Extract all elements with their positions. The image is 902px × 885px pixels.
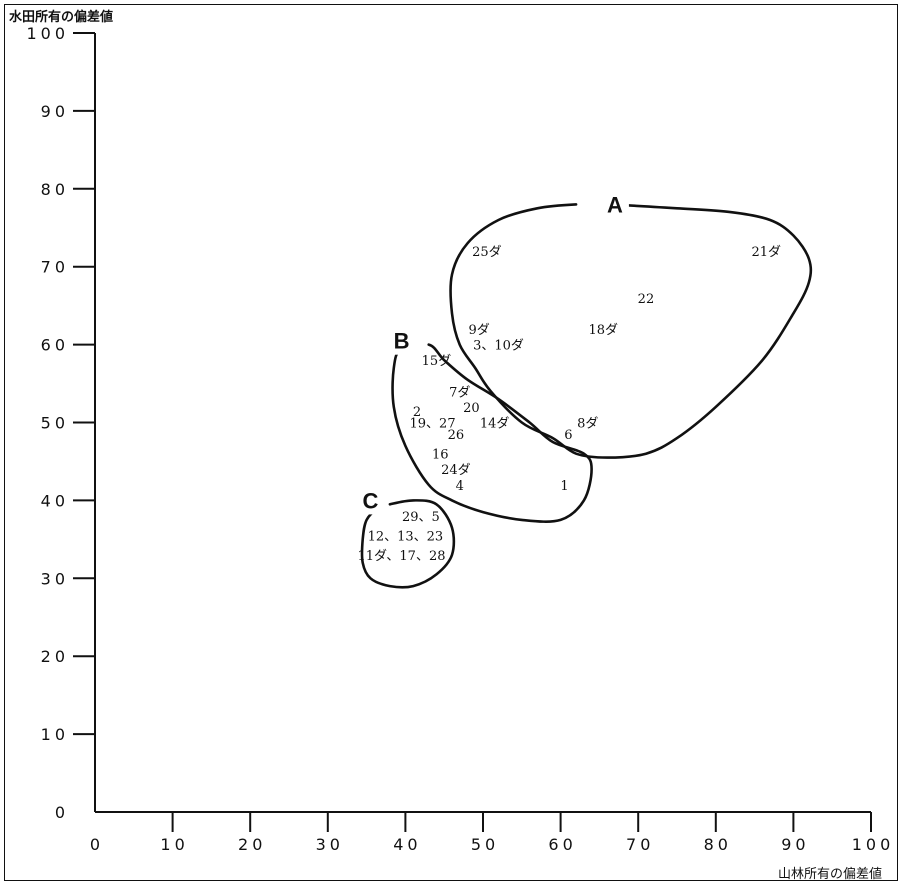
- x-tick-label: 100: [852, 835, 895, 854]
- x-tick-label: 40: [393, 835, 421, 854]
- group-label-gap: [356, 484, 385, 515]
- x-tick-label: 0: [90, 835, 104, 854]
- point-label: 7ダ: [449, 385, 470, 400]
- point-label: 21ダ: [751, 245, 781, 260]
- y-tick-label: 0: [55, 803, 69, 822]
- point-label: 20: [463, 401, 480, 416]
- y-tick-label: 70: [41, 258, 69, 277]
- point-label: 6: [564, 428, 572, 443]
- point-label: 18ダ: [589, 323, 619, 338]
- group-label-a: A: [607, 192, 623, 217]
- x-tick-label: 30: [316, 835, 344, 854]
- y-axis-title: 水田所有の偏差値: [9, 9, 113, 25]
- figure-frame: [4, 4, 898, 881]
- x-tick-label: 90: [781, 835, 809, 854]
- point-label: 14ダ: [480, 417, 510, 432]
- group-outline-c: [360, 499, 456, 589]
- group-outline-a: [449, 203, 813, 459]
- point-label: 12、13、23: [368, 529, 444, 544]
- group-outline-b: [391, 343, 593, 523]
- point-label: 16: [432, 448, 449, 463]
- x-tick-label: 70: [626, 835, 654, 854]
- axes: 0 10 20 30 40 50 60 70 80 90 100 0 10 20 30 40 50 60 70 80 9…: [26, 24, 895, 854]
- x-tick-label: 80: [704, 835, 732, 854]
- x-tick-label: 10: [160, 835, 188, 854]
- group-label-b: B: [394, 329, 410, 354]
- y-tick-label: 80: [41, 180, 69, 199]
- point-label: 4: [456, 479, 464, 494]
- point-label: 3、10ダ: [473, 339, 524, 354]
- point-label: 26: [448, 428, 465, 443]
- point-label: 2: [413, 405, 421, 420]
- group-label-gap: [600, 188, 629, 219]
- group-outlines: [360, 203, 813, 589]
- y-tick-label: 20: [41, 647, 69, 666]
- y-tick-label: 40: [41, 491, 69, 510]
- point-label: 9ダ: [468, 323, 489, 338]
- point-label: 19、27: [410, 417, 456, 432]
- y-tick-label: 10: [41, 725, 69, 744]
- point-label: 8ダ: [577, 417, 598, 432]
- y-tick-label: 60: [41, 336, 69, 355]
- point-label: 1: [560, 479, 568, 494]
- point-label: 29、5: [402, 510, 440, 525]
- point-label: 25ダ: [472, 245, 502, 260]
- y-tick-label: 100: [26, 24, 69, 43]
- y-tick-label: 30: [41, 569, 69, 588]
- y-tick-label: 90: [41, 102, 69, 121]
- x-tick-label: 20: [238, 835, 266, 854]
- group-label-c: C: [363, 488, 379, 513]
- point-label: 15ダ: [422, 354, 452, 369]
- point-label: 24ダ: [441, 463, 471, 478]
- x-axis-title: 山林所有の偏差値: [778, 866, 882, 882]
- point-label: 22: [638, 292, 655, 307]
- x-tick-label: 50: [471, 835, 499, 854]
- x-tick-label: 60: [548, 835, 576, 854]
- y-tick-label: 50: [41, 414, 69, 433]
- group-labels: A B C: [356, 188, 629, 515]
- group-label-gap: [387, 324, 416, 355]
- point-label: 11ダ、17、28: [358, 549, 446, 564]
